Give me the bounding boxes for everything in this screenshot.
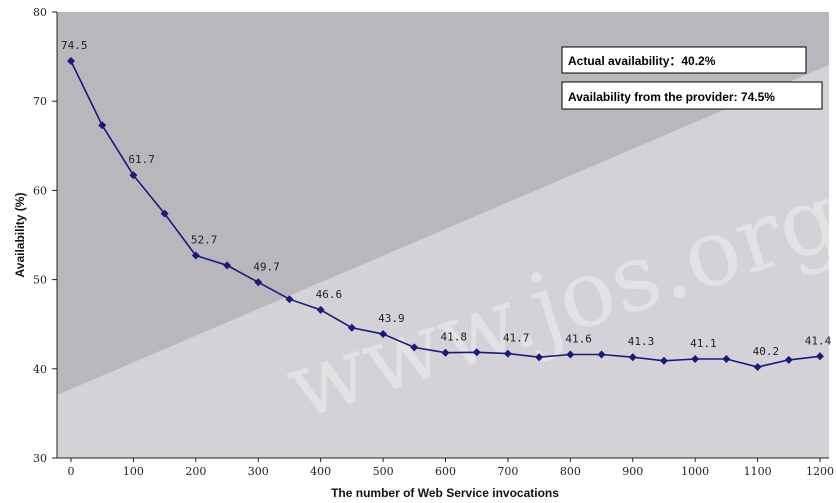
legend-text-actual: Actual availability：40.2%	[568, 54, 716, 68]
data-point-marker	[347, 323, 356, 332]
data-point-marker	[659, 356, 668, 365]
data-label: 41.6	[565, 333, 592, 346]
x-tick-label: 400	[310, 465, 331, 478]
x-tick-label: 700	[497, 465, 518, 478]
legend-box-actual	[561, 46, 807, 74]
data-label: 46.6	[316, 288, 343, 301]
data-point-marker	[784, 355, 793, 364]
data-point-marker	[160, 209, 169, 218]
y-tick-label: 60	[33, 184, 47, 197]
x-tick-label: 800	[560, 465, 581, 478]
x-tick-label: 100	[123, 465, 144, 478]
data-point-marker	[285, 295, 294, 304]
x-tick-label: 900	[622, 465, 643, 478]
x-axis-title: The number of Web Service invocations	[331, 486, 559, 500]
x-tick-label: 1100	[744, 465, 772, 478]
data-point-marker	[472, 348, 481, 357]
data-point-marker	[722, 354, 731, 363]
data-point-marker	[535, 353, 544, 362]
plot-background-light-region	[57, 65, 829, 458]
x-tick-label: 500	[373, 465, 394, 478]
data-label: 41.7	[503, 332, 529, 345]
y-tick-label: 40	[33, 363, 47, 376]
x-tick-label: 0	[68, 465, 75, 478]
data-label: 74.5	[61, 39, 88, 52]
data-label: 40.2	[753, 345, 780, 358]
data-point-marker	[67, 57, 75, 66]
legend: Actual availability：40.2% Availability f…	[561, 46, 823, 110]
data-label: 41.8	[441, 331, 468, 344]
y-tick-label: 30	[33, 452, 47, 465]
x-tick-label: 300	[248, 465, 269, 478]
data-point-marker	[316, 305, 325, 314]
x-tick-label: 600	[435, 465, 456, 478]
y-axis-title: Availability (%)	[13, 193, 27, 278]
data-point-marker	[129, 171, 138, 180]
legend-box-provider	[561, 81, 823, 110]
data-point-marker	[410, 343, 419, 352]
data-point-marker	[191, 251, 200, 260]
data-point-marker	[98, 121, 107, 130]
data-point-marker	[597, 350, 606, 359]
data-point-marker	[441, 348, 450, 357]
data-labels-layer: 74.5 61.7 52.7 49.7 46.6 43.9 41.8 41.7 41.6 41.3…	[61, 39, 832, 358]
data-label: 52.7	[191, 234, 218, 247]
legend-text-provider: Availability from the provider: 74.5%	[568, 90, 775, 104]
data-label: 41.4	[805, 334, 832, 347]
data-label: 41.1	[690, 337, 717, 350]
data-label: 41.3	[628, 335, 655, 348]
data-point-marker	[691, 354, 700, 363]
y-tick-label: 80	[33, 6, 47, 19]
data-point-marker	[503, 349, 512, 358]
data-point-marker	[223, 261, 232, 270]
y-tick-label: 50	[33, 274, 47, 287]
data-label: 43.9	[378, 312, 405, 325]
data-point-marker	[254, 278, 263, 287]
data-point-marker	[816, 352, 824, 361]
x-tick-label: 1000	[681, 465, 709, 478]
data-point-marker	[753, 363, 762, 372]
markers-layer	[67, 57, 824, 372]
x-tick-label: 200	[185, 465, 206, 478]
data-point-marker	[566, 350, 575, 359]
x-tick-label: 1200	[806, 465, 834, 478]
data-point-marker	[628, 353, 637, 362]
y-tick-label: 70	[33, 95, 47, 108]
data-point-marker	[379, 330, 388, 339]
data-label: 49.7	[253, 260, 280, 273]
data-label: 61.7	[128, 153, 155, 166]
